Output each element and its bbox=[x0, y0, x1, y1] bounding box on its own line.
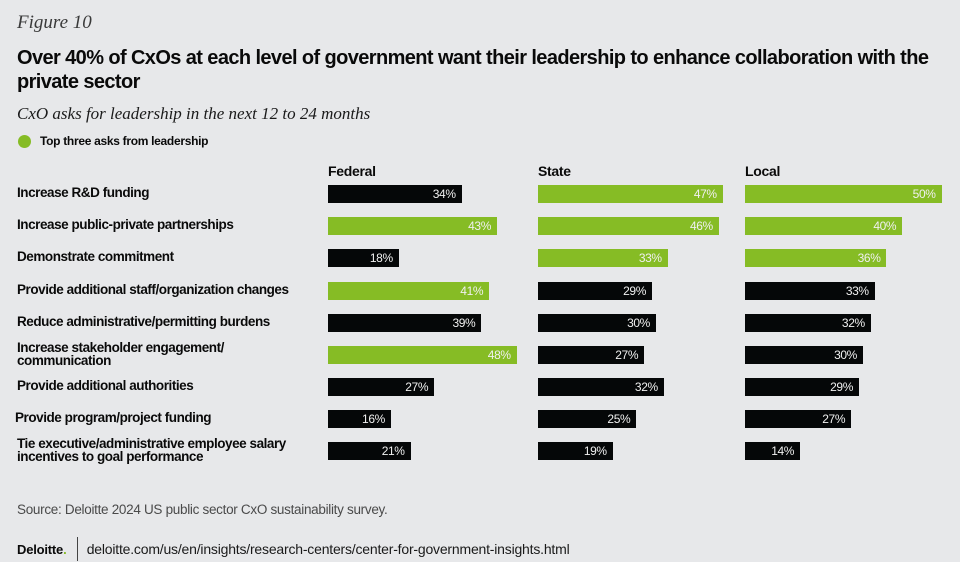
bar-value-label: 19% bbox=[583, 444, 607, 458]
row-label-increase-public-private-partnerships: Increase public-private partnerships bbox=[17, 217, 234, 232]
bar-local-increase-stakeholder-engagement-communication: 30% bbox=[745, 346, 863, 364]
row-label-increase-stakeholder-engagement-communication: Increase stakeholder engagement/ communi… bbox=[17, 340, 224, 368]
chart-subtitle: CxO asks for leadership in the next 12 t… bbox=[17, 104, 371, 123]
bar-state-provide-additional-staff-organization-changes: 29% bbox=[538, 282, 652, 300]
bar-federal-provide-program-project-funding: 16% bbox=[328, 410, 391, 428]
row-label-provide-additional-staff-organization-changes: Provide additional staff/organization ch… bbox=[17, 282, 289, 297]
bar-value-label: 21% bbox=[381, 444, 405, 458]
bar-value-label: 27% bbox=[615, 348, 639, 362]
bar-value-label: 43% bbox=[468, 219, 491, 233]
bar-value-label: 32% bbox=[634, 380, 658, 394]
deloitte-logo: Deloitte bbox=[17, 541, 64, 557]
column-header-federal: Federal bbox=[328, 163, 376, 179]
bar-federal-provide-additional-staff-organization-changes: 41% bbox=[328, 282, 490, 300]
legend: Top three asks from leadership bbox=[18, 134, 208, 148]
bar-local-demonstrate-commitment: 36% bbox=[745, 249, 887, 267]
bar-value-label: 36% bbox=[857, 251, 881, 265]
bar-value-label: 40% bbox=[873, 219, 897, 233]
bar-state-provide-program-project-funding: 25% bbox=[538, 410, 637, 428]
column-header-state: State bbox=[538, 163, 571, 179]
bar-local-tie-executive-administrative-employee-salary-incentives-to-goal-performance: 14% bbox=[745, 442, 801, 460]
bar-value-label: 30% bbox=[627, 316, 650, 330]
bar-value-label: 34% bbox=[432, 187, 456, 201]
bar-federal-increase-r-d-funding: 34% bbox=[328, 185, 462, 203]
logo-dot-icon: . bbox=[63, 541, 67, 557]
bar-value-label: 48% bbox=[487, 348, 511, 362]
legend-label: Top three asks from leadership bbox=[40, 134, 209, 148]
bar-state-increase-public-private-partnerships: 46% bbox=[538, 217, 719, 235]
bar-federal-provide-additional-authorities: 27% bbox=[328, 378, 435, 396]
bar-federal-demonstrate-commitment: 18% bbox=[328, 249, 399, 267]
bar-federal-reduce-administrative-permitting-burdens: 39% bbox=[328, 314, 482, 332]
bar-local-provide-program-project-funding: 27% bbox=[745, 410, 852, 428]
bar-state-increase-r-d-funding: 47% bbox=[538, 185, 723, 203]
bar-value-label: 29% bbox=[830, 380, 853, 394]
bar-value-label: 47% bbox=[693, 187, 717, 201]
bar-value-label: 27% bbox=[405, 380, 429, 394]
bar-value-label: 32% bbox=[841, 316, 865, 330]
bar-local-increase-r-d-funding: 50% bbox=[745, 185, 942, 203]
bar-federal-increase-public-private-partnerships: 43% bbox=[328, 217, 497, 235]
bar-state-provide-additional-authorities: 32% bbox=[538, 378, 664, 396]
footer-url-link[interactable]: deloitte.com/us/en/insights/research-cen… bbox=[86, 541, 570, 557]
footer: Deloitte. deloitte.com/us/en/insights/re… bbox=[17, 537, 570, 561]
bar-value-label: 16% bbox=[362, 412, 385, 426]
row-label-increase-r-d-funding: Increase R&D funding bbox=[17, 185, 150, 200]
legend-dot-icon bbox=[18, 134, 31, 148]
bar-value-label: 29% bbox=[623, 284, 646, 298]
bar-value-label: 33% bbox=[845, 284, 869, 298]
source-note: Source: Deloitte 2024 US public sector C… bbox=[17, 502, 388, 517]
bar-value-label: 30% bbox=[834, 348, 857, 362]
bar-state-tie-executive-administrative-employee-salary-incentives-to-goal-performance: 19% bbox=[538, 442, 613, 460]
bar-value-label: 50% bbox=[912, 187, 936, 201]
bar-value-label: 18% bbox=[369, 251, 393, 265]
row-label-provide-additional-authorities: Provide additional authorities bbox=[17, 378, 194, 393]
figure-label: Figure 10 bbox=[17, 12, 92, 33]
bar-value-label: 46% bbox=[689, 219, 713, 233]
bar-state-reduce-administrative-permitting-burdens: 30% bbox=[538, 314, 656, 332]
bar-value-label: 25% bbox=[607, 412, 631, 426]
bar-local-provide-additional-staff-organization-changes: 33% bbox=[745, 282, 875, 300]
chart-title: Over 40% of CxOs at each level of govern… bbox=[17, 47, 929, 93]
bar-value-label: 14% bbox=[771, 444, 795, 458]
column-header-local: Local bbox=[745, 163, 781, 179]
row-label-tie-executive-administrative-employee-salary-incentives-to-goal-performance: Tie executive/administrative employee sa… bbox=[17, 436, 286, 464]
bar-local-reduce-administrative-permitting-burdens: 32% bbox=[745, 314, 871, 332]
bar-local-provide-additional-authorities: 29% bbox=[745, 378, 859, 396]
row-label-provide-program-project-funding: Provide program/project funding bbox=[15, 410, 212, 425]
bar-value-label: 27% bbox=[822, 412, 846, 426]
bar-local-increase-public-private-partnerships: 40% bbox=[745, 217, 903, 235]
bar-federal-increase-stakeholder-engagement-communication: 48% bbox=[328, 346, 517, 364]
row-label-demonstrate-commitment: Demonstrate commitment bbox=[17, 249, 174, 264]
bar-state-increase-stakeholder-engagement-communication: 27% bbox=[538, 346, 645, 364]
bar-value-label: 39% bbox=[452, 316, 476, 330]
bar-federal-tie-executive-administrative-employee-salary-incentives-to-goal-performance: 21% bbox=[328, 442, 411, 460]
row-label-reduce-administrative-permitting-burdens: Reduce administrative/permitting burdens bbox=[17, 314, 270, 329]
bar-state-demonstrate-commitment: 33% bbox=[538, 249, 668, 267]
footer-divider bbox=[76, 537, 78, 561]
bar-value-label: 41% bbox=[460, 284, 484, 298]
bar-value-label: 33% bbox=[638, 251, 662, 265]
